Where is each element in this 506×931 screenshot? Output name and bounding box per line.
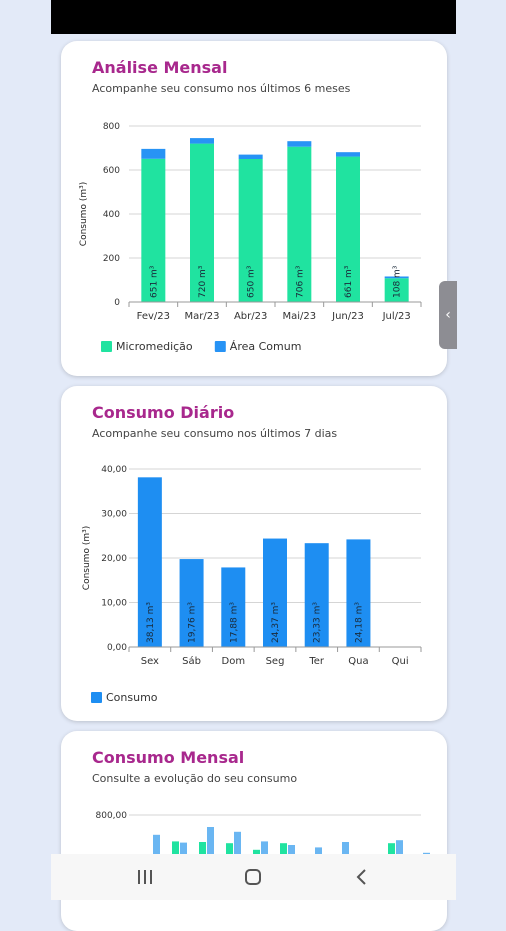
x-tick-label: Mai/23 bbox=[283, 311, 317, 322]
side-panel-toggle[interactable]: ‹ bbox=[439, 281, 457, 349]
card-title: Análise Mensal bbox=[92, 58, 228, 77]
bar bbox=[384, 276, 409, 279]
bar bbox=[172, 841, 179, 863]
data-label: 24,18 m³ bbox=[354, 602, 364, 643]
card-subtitle: Acompanhe seu consumo nos últimos 7 dias bbox=[92, 427, 338, 440]
x-tick-label: Seg bbox=[266, 656, 285, 667]
y-tick-label: 30,00 bbox=[101, 510, 127, 520]
y-tick-label: 20,00 bbox=[101, 554, 127, 564]
bar bbox=[179, 559, 204, 647]
x-tick-label: Sáb bbox=[182, 655, 201, 667]
y-tick-label: 40,00 bbox=[101, 465, 127, 475]
bar bbox=[238, 159, 263, 302]
y-tick-label: 400 bbox=[103, 210, 120, 220]
data-label: 17,88 m³ bbox=[229, 602, 239, 643]
data-label: 661 m³ bbox=[344, 265, 354, 298]
card-title: Consumo Diário bbox=[92, 403, 235, 422]
legend-swatch bbox=[91, 692, 102, 703]
bar bbox=[141, 158, 166, 302]
legend-label: Consumo bbox=[106, 691, 158, 704]
bar bbox=[336, 152, 360, 157]
bar bbox=[207, 827, 214, 863]
legend-swatch bbox=[214, 341, 226, 352]
chevron-left-icon: ‹ bbox=[445, 307, 451, 323]
bar bbox=[336, 156, 360, 302]
bar bbox=[137, 477, 162, 647]
bar bbox=[190, 138, 214, 144]
y-tick-label: 800,00 bbox=[96, 811, 128, 821]
legend-swatch bbox=[101, 341, 112, 352]
card-consumo-mensal: Consumo Mensal Consulte a evolução do se… bbox=[61, 731, 447, 931]
recent-apps-icon bbox=[138, 870, 153, 884]
bar bbox=[384, 278, 409, 302]
y-tick-label: 600 bbox=[103, 166, 120, 176]
y-tick-label: 0,00 bbox=[107, 643, 127, 653]
android-nav-bar bbox=[51, 854, 456, 900]
bar bbox=[287, 146, 312, 302]
x-tick-label: Qua bbox=[348, 656, 368, 667]
y-tick-label: 0 bbox=[114, 298, 120, 308]
y-tick-label: 800 bbox=[103, 122, 120, 132]
monthly-consumption-chart: 800,00 bbox=[96, 811, 430, 863]
y-axis-label: Consumo (m³) bbox=[82, 526, 92, 590]
daily-consumption-chart: 0,00 10,00 20,00 30,00 40,00 Consumo (m³) 38,1… bbox=[82, 465, 422, 704]
bar bbox=[261, 841, 268, 863]
bar bbox=[238, 154, 263, 159]
bar bbox=[226, 843, 233, 863]
bar bbox=[396, 840, 403, 863]
x-tick-label: Ter bbox=[308, 656, 325, 667]
x-tick-label: Qui bbox=[392, 656, 409, 667]
x-tick-label: Jul/23 bbox=[382, 311, 411, 322]
bar bbox=[199, 842, 206, 863]
bar bbox=[346, 539, 371, 647]
x-tick-label: Mar/23 bbox=[185, 311, 220, 322]
bar bbox=[388, 843, 395, 863]
recent-apps-button[interactable] bbox=[125, 857, 165, 897]
y-tick-label: 10,00 bbox=[101, 599, 127, 609]
data-label: 23,33 m³ bbox=[313, 602, 323, 643]
bar bbox=[190, 143, 214, 302]
bar bbox=[287, 141, 312, 147]
bar bbox=[141, 148, 166, 159]
x-tick-label: Abr/23 bbox=[234, 311, 267, 322]
back-icon bbox=[356, 869, 366, 885]
data-label: 108 m³ bbox=[393, 265, 403, 298]
y-tick-label: 200 bbox=[103, 254, 120, 264]
x-tick-label: Jun/23 bbox=[331, 311, 364, 322]
bar bbox=[180, 842, 187, 863]
data-label: 706 m³ bbox=[295, 265, 305, 298]
bar bbox=[263, 538, 287, 647]
data-label: 651 m³ bbox=[149, 265, 159, 298]
legend-label: Micromedição bbox=[116, 340, 193, 353]
bar bbox=[304, 543, 329, 647]
x-tick-label: Sex bbox=[141, 656, 159, 667]
data-label: 720 m³ bbox=[198, 265, 208, 298]
bar bbox=[280, 843, 287, 863]
home-icon bbox=[245, 869, 262, 885]
bar bbox=[153, 834, 160, 863]
data-label: 24,37 m³ bbox=[271, 602, 281, 643]
bar bbox=[221, 567, 246, 647]
home-button[interactable] bbox=[233, 857, 273, 897]
bar bbox=[234, 831, 241, 863]
card-subtitle: Acompanhe seu consumo nos últimos 6 mese… bbox=[92, 82, 351, 95]
legend-label: Área Comum bbox=[230, 340, 302, 353]
back-button[interactable] bbox=[342, 857, 382, 897]
bar bbox=[342, 842, 349, 863]
x-tick-label: Fev/23 bbox=[137, 311, 170, 322]
data-label: 650 m³ bbox=[247, 265, 257, 298]
data-label: 19,76 m³ bbox=[188, 602, 198, 643]
data-label: 38,13 m³ bbox=[146, 602, 156, 643]
status-bar bbox=[51, 0, 456, 34]
card-analise-mensal: Análise Mensal Acompanhe seu consumo nos… bbox=[61, 41, 447, 376]
monthly-analysis-chart: 0 200 400 600 800 Consumo (m³) 651 m³ Fev/23 720… bbox=[79, 122, 422, 353]
y-axis-label: Consumo (m³) bbox=[79, 182, 89, 246]
x-tick-label: Dom bbox=[222, 656, 246, 667]
card-consumo-diario: Consumo Diário Acompanhe seu consumo nos… bbox=[61, 386, 447, 721]
card-title: Consumo Mensal bbox=[92, 748, 245, 767]
card-subtitle: Consulte a evolução do seu consumo bbox=[92, 772, 298, 785]
